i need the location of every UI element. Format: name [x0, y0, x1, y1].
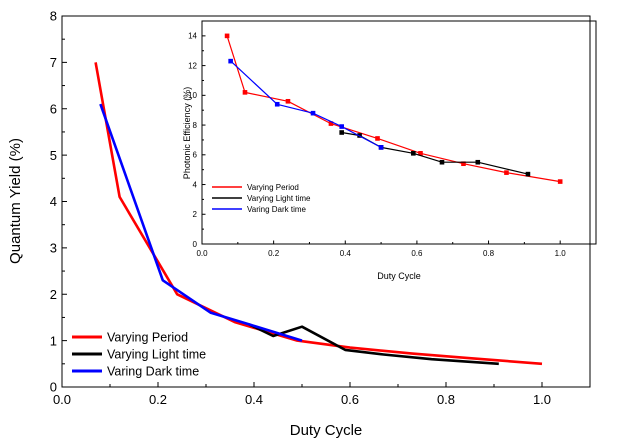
- inset-legend-label: Varing Dark time: [247, 205, 307, 214]
- inset-data-point: [228, 58, 233, 64]
- main-y-tick-label: 6: [50, 101, 57, 116]
- main-series-line-varying-period: [94, 62, 543, 366]
- inset-y-tick-label: 8: [193, 121, 198, 130]
- main-series-varing-dark-time: [99, 103, 303, 342]
- inset-y-tick-label: 4: [193, 180, 198, 189]
- inset-y-tick-label: 10: [188, 91, 197, 100]
- main-y-tick-label: 8: [50, 9, 57, 24]
- inset-data-point: [525, 171, 531, 177]
- inset-data-point: [439, 159, 445, 165]
- main-x-axis-label: Duty Cycle: [290, 422, 363, 439]
- inset-data-point: [475, 159, 481, 165]
- inset-series-varying-light-time: [339, 130, 531, 177]
- inset-x-axis-label: Duty Cycle: [377, 271, 421, 281]
- inset-x-tick-label: 0.2: [268, 249, 280, 258]
- inset-x-tick-label: 0.0: [196, 249, 208, 258]
- main-series-line-varing-dark-time: [99, 103, 303, 342]
- main-legend: Varying Period Varying Light time Varing D…: [72, 331, 206, 379]
- inset-chart: 0.0 0.2 0.4 0.6 0.8 1.0 0 2 4 6 8 10 12 14 Duty Cycle P…: [182, 20, 597, 281]
- main-y-tick-label: 7: [50, 55, 57, 70]
- main-y-axis-label: Quantum Yield (%): [7, 138, 24, 264]
- inset-series-varying-period: [224, 33, 563, 184]
- main-y-tick-label: 5: [50, 148, 57, 163]
- main-legend-label: Varing Dark time: [107, 365, 199, 379]
- inset-data-point: [461, 161, 466, 167]
- main-y-tick-label: 3: [50, 241, 57, 256]
- inset-x-tick-label: 1.0: [555, 249, 567, 258]
- main-legend-label: Varying Period: [107, 331, 188, 345]
- inset-x-tick-label: 0.4: [340, 249, 352, 258]
- main-y-tick-label: 4: [50, 194, 57, 209]
- main-x-tick-label: 0.4: [245, 392, 263, 407]
- inset-data-point: [310, 110, 316, 116]
- main-y-tick-label: 0: [50, 380, 57, 395]
- inset-legend: Varying Period Varying Light time Varing D…: [212, 183, 311, 214]
- main-y-tick-label: 1: [50, 333, 57, 348]
- inset-data-point: [504, 170, 509, 175]
- inset-data-point: [328, 121, 334, 126]
- inset-data-point: [339, 130, 344, 135]
- main-x-tick-label: 1.0: [533, 392, 551, 407]
- inset-x-tick-label: 0.6: [411, 249, 423, 258]
- main-series-varying-period: [94, 62, 543, 366]
- inset-y-tick-label: 12: [188, 61, 197, 70]
- inset-series-line-varying-period: [226, 35, 561, 183]
- inset-data-point: [411, 151, 416, 156]
- main-y-tick-label: 2: [50, 287, 57, 302]
- inset-y-tick-label: 0: [193, 240, 198, 249]
- main-x-tick-label: 0.6: [341, 392, 359, 407]
- inset-y-tick-label: 6: [193, 151, 198, 160]
- inset-x-tick-label: 0.8: [483, 249, 495, 258]
- inset-y-axis-label: Photonic Efficiency (%): [182, 87, 192, 179]
- inset-data-point: [242, 90, 248, 95]
- main-series-line-varying-light-time: [248, 323, 499, 366]
- inset-legend-label: Varying Light time: [247, 194, 311, 203]
- inset-data-point: [339, 124, 344, 129]
- main-x-tick-label: 0.0: [53, 392, 71, 407]
- inset-y-tick-label: 2: [193, 210, 198, 219]
- main-legend-label: Varying Light time: [107, 348, 206, 362]
- inset-data-point: [378, 145, 384, 150]
- main-x-tick-label: 0.2: [149, 392, 167, 407]
- inset-data-point: [274, 101, 280, 107]
- inset-data-point: [375, 136, 380, 141]
- inset-legend-label: Varying Period: [247, 183, 299, 192]
- inset-series-line-varying-light-time: [341, 131, 529, 175]
- main-series-varying-light-time: [248, 323, 499, 366]
- inset-data-point: [224, 33, 230, 39]
- inset-data-point: [418, 151, 423, 156]
- inset-y-tick-label: 14: [188, 32, 197, 41]
- inset-data-point: [285, 98, 291, 104]
- main-x-tick-label: 0.8: [437, 392, 455, 407]
- inset-plot-frame: [201, 20, 597, 245]
- inset-series-varing-dark-time: [228, 58, 384, 150]
- inset-data-point: [557, 179, 563, 184]
